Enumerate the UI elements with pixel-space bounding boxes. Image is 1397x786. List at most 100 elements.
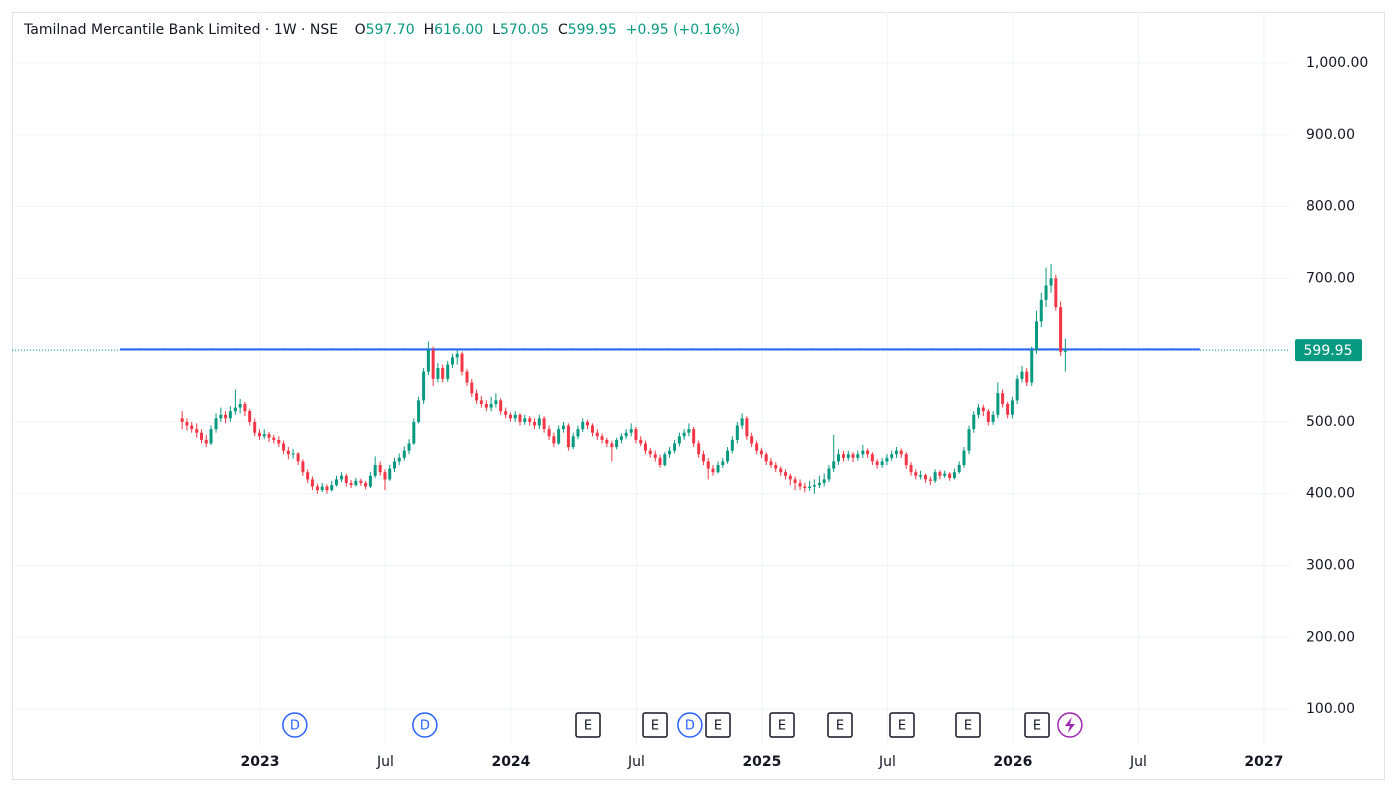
candle-body xyxy=(991,414,995,422)
candle-body xyxy=(253,421,257,433)
candle-body xyxy=(634,429,638,440)
candle-body xyxy=(701,454,705,462)
earnings-label: E xyxy=(714,719,722,734)
earnings-label: E xyxy=(584,719,592,734)
candle-body xyxy=(330,485,334,491)
candle-body xyxy=(359,480,363,483)
candle-body xyxy=(344,475,348,483)
earnings-marker xyxy=(827,712,853,738)
candle-body xyxy=(977,407,981,415)
earnings-label: E xyxy=(651,719,659,734)
candle-body xyxy=(320,486,324,491)
dividend-marker xyxy=(677,712,703,738)
x-tick-label: 2024 xyxy=(491,754,530,770)
ohlc-key: C xyxy=(557,22,568,38)
candle-body xyxy=(1010,400,1014,415)
candle-body xyxy=(890,454,894,458)
candle-body xyxy=(933,472,937,481)
candle-body xyxy=(769,461,773,466)
candle-body xyxy=(426,350,430,372)
candle-body xyxy=(784,472,788,476)
candle-body xyxy=(441,368,445,379)
candle-body xyxy=(561,425,565,430)
candle-body xyxy=(262,434,266,437)
candle-body xyxy=(306,472,310,480)
candle-body xyxy=(643,443,647,451)
candle-body xyxy=(885,457,889,462)
candle-body xyxy=(402,450,406,458)
y-tick-label: 400.00 xyxy=(1306,486,1355,502)
candle-body xyxy=(1035,321,1039,351)
y-tick-label: 800.00 xyxy=(1306,199,1355,215)
lightning-icon xyxy=(1064,717,1075,733)
candle-body xyxy=(190,425,194,430)
earnings-label: E xyxy=(964,719,972,734)
candle-body xyxy=(1015,378,1019,401)
candle-body xyxy=(508,414,512,419)
candle-body xyxy=(870,454,874,462)
candle-body xyxy=(861,450,865,455)
candle-body xyxy=(1030,350,1034,383)
candle-body xyxy=(219,414,223,419)
candle-body xyxy=(619,436,623,440)
ohlc-key: H xyxy=(423,22,435,38)
candle-body xyxy=(243,403,247,412)
candle-body xyxy=(315,486,319,491)
ohlc-key: O xyxy=(354,22,366,38)
earnings-marker xyxy=(889,712,915,738)
candle-body xyxy=(417,400,421,422)
candle-body xyxy=(277,439,281,444)
candle-body xyxy=(1039,299,1043,322)
candle-body xyxy=(533,421,537,426)
candle-body xyxy=(928,479,932,481)
candle-body xyxy=(364,482,368,487)
candle-body xyxy=(368,475,372,487)
candle-body xyxy=(586,421,590,426)
candle-body xyxy=(209,429,213,444)
candle-body xyxy=(494,400,498,404)
candle-body xyxy=(653,454,657,458)
candle-body xyxy=(576,429,580,437)
candle-body xyxy=(446,364,450,379)
earnings-marker xyxy=(642,712,668,738)
change: +0.95 (+0.16%) xyxy=(625,22,741,38)
candle-body xyxy=(340,475,344,480)
candle-body xyxy=(518,414,522,422)
y-tick-label: 200.00 xyxy=(1306,629,1355,645)
candle-body xyxy=(233,407,237,412)
candle-body xyxy=(745,418,749,437)
earnings-label: E xyxy=(836,719,844,734)
candle-body xyxy=(557,429,561,444)
candle-body xyxy=(407,443,411,451)
candle-body xyxy=(856,454,860,458)
candle-body xyxy=(817,482,821,486)
candle-body xyxy=(875,461,879,466)
earnings-label: E xyxy=(1033,719,1041,734)
candle-body xyxy=(581,421,585,430)
candle-body xyxy=(808,486,812,488)
candle-body xyxy=(465,371,469,383)
candle-body xyxy=(948,473,952,478)
candle-body xyxy=(422,371,426,401)
symbol: Tamilnad Mercantile Bank Limited · 1W · … xyxy=(24,22,339,38)
candle-body xyxy=(894,450,898,455)
candle-body xyxy=(677,436,681,444)
candle-body xyxy=(914,472,918,476)
candle-body xyxy=(354,480,358,486)
candle-body xyxy=(310,479,314,487)
candle-body xyxy=(880,461,884,466)
candle-body xyxy=(909,465,913,473)
candle-body xyxy=(282,443,286,451)
candle-body xyxy=(470,382,474,394)
candle-body xyxy=(286,450,290,455)
candle-body xyxy=(542,418,546,430)
candle-body xyxy=(788,475,792,480)
candle-body xyxy=(431,350,435,379)
candle-body xyxy=(899,450,903,455)
candle-body xyxy=(1059,307,1063,352)
x-tick-label: 2025 xyxy=(742,754,781,770)
candle-body xyxy=(938,472,942,476)
candle-body xyxy=(740,418,744,426)
